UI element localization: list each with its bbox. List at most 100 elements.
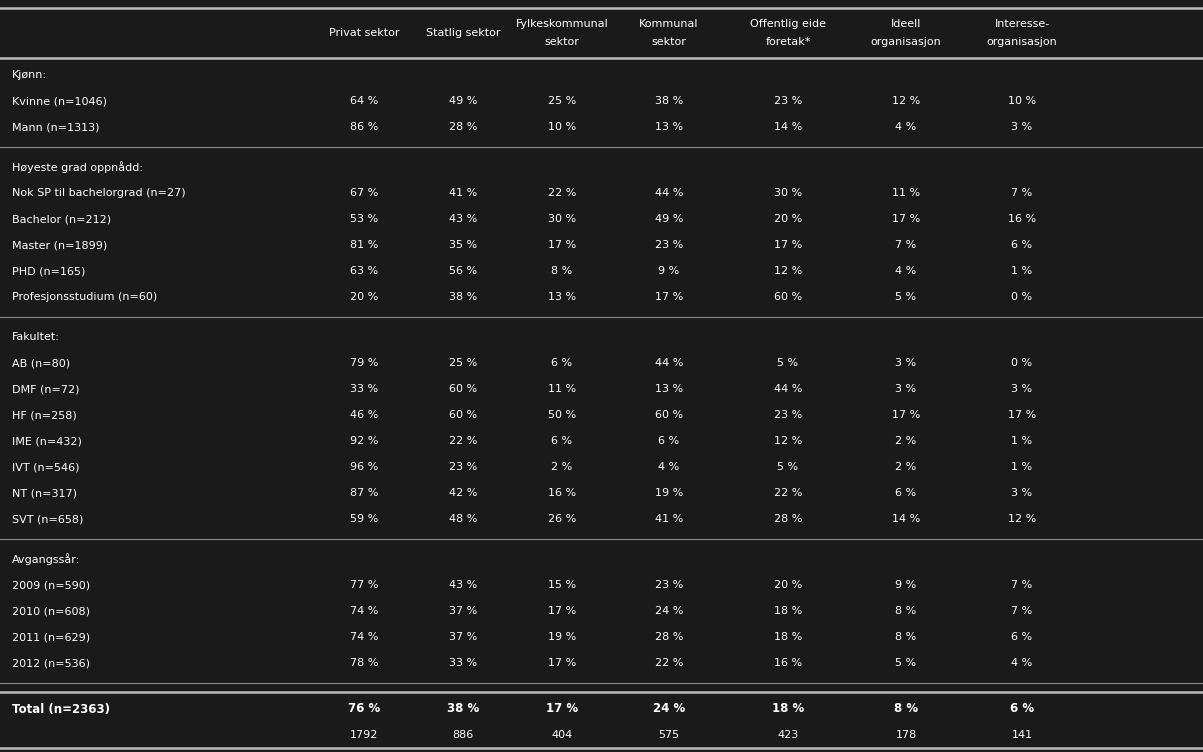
Text: 2 %: 2 % bbox=[551, 462, 573, 472]
Text: Statlig sektor: Statlig sektor bbox=[426, 28, 500, 38]
Text: 74 %: 74 % bbox=[350, 606, 378, 616]
Text: 50 %: 50 % bbox=[547, 410, 576, 420]
Text: 3 %: 3 % bbox=[1012, 122, 1032, 132]
Text: 17 %: 17 % bbox=[654, 292, 683, 302]
Text: 22 %: 22 % bbox=[654, 658, 683, 668]
Text: 20 %: 20 % bbox=[350, 292, 378, 302]
Text: 76 %: 76 % bbox=[348, 702, 380, 715]
Text: 22 %: 22 % bbox=[774, 488, 802, 498]
Text: NT (n=317): NT (n=317) bbox=[12, 488, 77, 498]
Text: 13 %: 13 % bbox=[654, 384, 683, 394]
Text: Profesjonsstudium (n=60): Profesjonsstudium (n=60) bbox=[12, 292, 158, 302]
Text: 79 %: 79 % bbox=[350, 358, 378, 368]
Text: 26 %: 26 % bbox=[547, 514, 576, 524]
Text: organisasjon: organisasjon bbox=[986, 37, 1057, 47]
Text: 7 %: 7 % bbox=[1012, 188, 1032, 198]
Text: 43 %: 43 % bbox=[449, 214, 478, 224]
Text: 6 %: 6 % bbox=[1012, 632, 1032, 642]
Text: Kvinne (n=1046): Kvinne (n=1046) bbox=[12, 96, 107, 106]
Text: 96 %: 96 % bbox=[350, 462, 378, 472]
Text: 44 %: 44 % bbox=[654, 188, 683, 198]
Text: 178: 178 bbox=[895, 730, 917, 740]
Text: 53 %: 53 % bbox=[350, 214, 378, 224]
Text: Kommunal: Kommunal bbox=[639, 19, 699, 29]
Text: 23 %: 23 % bbox=[774, 96, 802, 106]
Text: 38 %: 38 % bbox=[654, 96, 683, 106]
Text: 886: 886 bbox=[452, 730, 474, 740]
Text: 30 %: 30 % bbox=[774, 188, 802, 198]
Text: 24 %: 24 % bbox=[654, 606, 683, 616]
Text: 17 %: 17 % bbox=[547, 658, 576, 668]
Text: 12 %: 12 % bbox=[774, 436, 802, 446]
Text: Nok SP til bachelorgrad (n=27): Nok SP til bachelorgrad (n=27) bbox=[12, 188, 185, 198]
Text: 25 %: 25 % bbox=[547, 96, 576, 106]
Text: 7 %: 7 % bbox=[1012, 580, 1032, 590]
Text: 1 %: 1 % bbox=[1012, 462, 1032, 472]
Text: Høyeste grad oppnådd:: Høyeste grad oppnådd: bbox=[12, 161, 143, 173]
Text: 10 %: 10 % bbox=[1008, 96, 1036, 106]
Text: 19 %: 19 % bbox=[654, 488, 683, 498]
Text: 16 %: 16 % bbox=[1008, 214, 1036, 224]
Text: 5 %: 5 % bbox=[895, 292, 917, 302]
Text: Interesse-: Interesse- bbox=[995, 19, 1050, 29]
Text: 16 %: 16 % bbox=[547, 488, 576, 498]
Text: SVT (n=658): SVT (n=658) bbox=[12, 514, 83, 524]
Text: 141: 141 bbox=[1012, 730, 1032, 740]
Text: 28 %: 28 % bbox=[774, 514, 802, 524]
Text: 575: 575 bbox=[658, 730, 680, 740]
Text: Bachelor (n=212): Bachelor (n=212) bbox=[12, 214, 111, 224]
Text: 60 %: 60 % bbox=[654, 410, 683, 420]
Text: 17 %: 17 % bbox=[547, 606, 576, 616]
Text: 43 %: 43 % bbox=[449, 580, 478, 590]
Text: 0 %: 0 % bbox=[1012, 292, 1032, 302]
Text: IME (n=432): IME (n=432) bbox=[12, 436, 82, 446]
Text: 12 %: 12 % bbox=[774, 266, 802, 276]
Text: 17 %: 17 % bbox=[546, 702, 579, 715]
Text: 37 %: 37 % bbox=[449, 606, 478, 616]
Text: IVT (n=546): IVT (n=546) bbox=[12, 462, 79, 472]
Text: 4 %: 4 % bbox=[1012, 658, 1032, 668]
Text: 7 %: 7 % bbox=[1012, 606, 1032, 616]
Text: DMF (n=72): DMF (n=72) bbox=[12, 384, 79, 394]
Text: 4 %: 4 % bbox=[895, 266, 917, 276]
Text: 23 %: 23 % bbox=[654, 240, 683, 250]
Text: 25 %: 25 % bbox=[449, 358, 478, 368]
Text: 14 %: 14 % bbox=[891, 514, 920, 524]
Text: 3 %: 3 % bbox=[1012, 488, 1032, 498]
Text: 5 %: 5 % bbox=[895, 658, 917, 668]
Text: 49 %: 49 % bbox=[449, 96, 478, 106]
Text: 3 %: 3 % bbox=[895, 358, 917, 368]
Text: 41 %: 41 % bbox=[449, 188, 478, 198]
Text: 7 %: 7 % bbox=[895, 240, 917, 250]
Text: foretak*: foretak* bbox=[765, 37, 811, 47]
Text: 60 %: 60 % bbox=[449, 410, 478, 420]
Text: 56 %: 56 % bbox=[449, 266, 478, 276]
Text: AB (n=80): AB (n=80) bbox=[12, 358, 70, 368]
Text: 44 %: 44 % bbox=[774, 384, 802, 394]
Text: Offentlig eide: Offentlig eide bbox=[749, 19, 826, 29]
Text: 1 %: 1 % bbox=[1012, 436, 1032, 446]
Text: Ideell: Ideell bbox=[890, 19, 921, 29]
Text: 17 %: 17 % bbox=[547, 240, 576, 250]
Text: 20 %: 20 % bbox=[774, 214, 802, 224]
Text: Fylkeskommunal: Fylkeskommunal bbox=[516, 19, 609, 29]
Text: 11 %: 11 % bbox=[547, 384, 576, 394]
Text: sektor: sektor bbox=[545, 37, 580, 47]
Text: 8 %: 8 % bbox=[895, 632, 917, 642]
Text: Total (n=2363): Total (n=2363) bbox=[12, 702, 109, 715]
Text: 8 %: 8 % bbox=[551, 266, 573, 276]
Text: 86 %: 86 % bbox=[350, 122, 378, 132]
Text: Fakultet:: Fakultet: bbox=[12, 332, 60, 342]
Text: 0 %: 0 % bbox=[1012, 358, 1032, 368]
Text: 2011 (n=629): 2011 (n=629) bbox=[12, 632, 90, 642]
Text: 41 %: 41 % bbox=[654, 514, 683, 524]
Text: 2009 (n=590): 2009 (n=590) bbox=[12, 580, 90, 590]
Text: 19 %: 19 % bbox=[547, 632, 576, 642]
Text: 10 %: 10 % bbox=[547, 122, 576, 132]
Text: 16 %: 16 % bbox=[774, 658, 802, 668]
Text: 87 %: 87 % bbox=[350, 488, 378, 498]
Text: 67 %: 67 % bbox=[350, 188, 378, 198]
Text: 9 %: 9 % bbox=[895, 580, 917, 590]
Text: 5 %: 5 % bbox=[777, 462, 799, 472]
Text: 46 %: 46 % bbox=[350, 410, 378, 420]
